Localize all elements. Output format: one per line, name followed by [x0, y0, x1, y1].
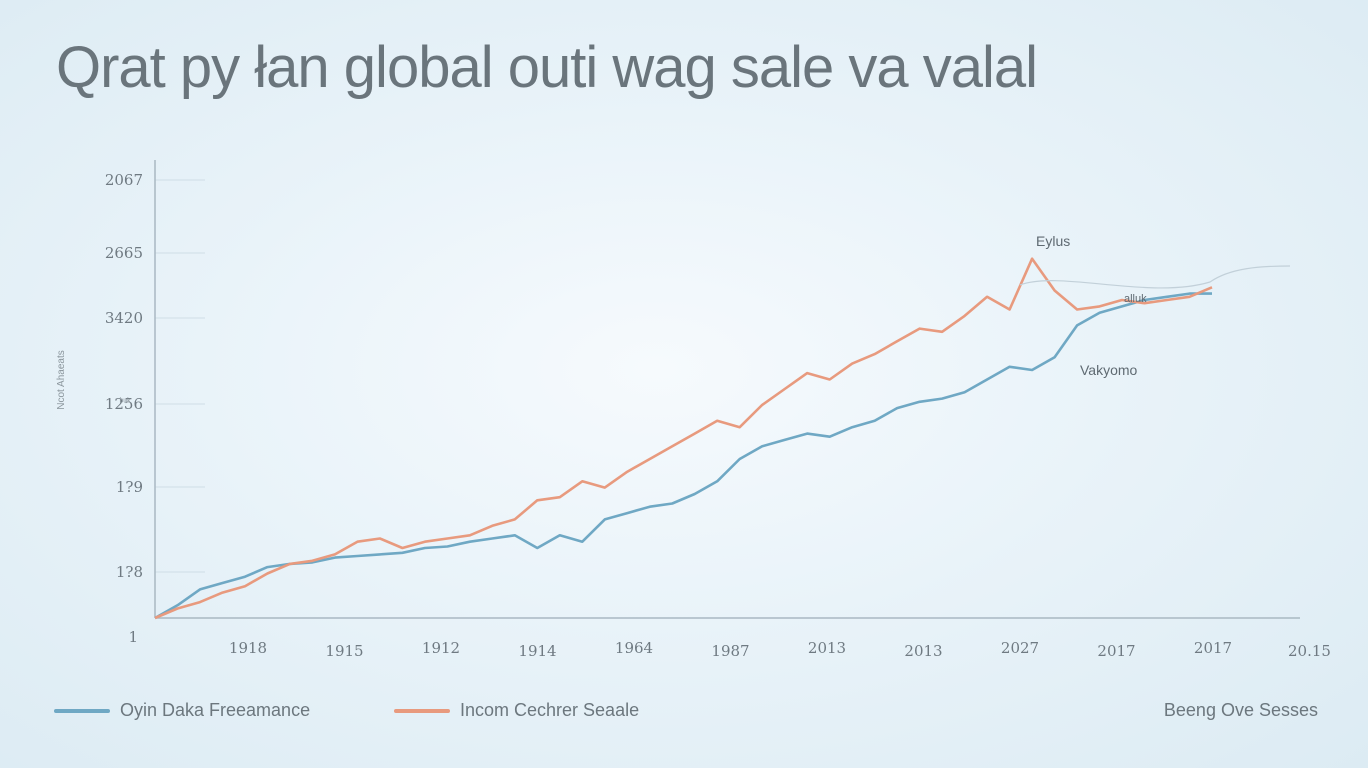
x-tick-label: 1987 [711, 642, 749, 660]
series-line-blue [154, 292, 1212, 620]
series-line-orange [154, 257, 1213, 620]
y-tick-label: 1256 [105, 395, 143, 413]
y-tick-label: 3420 [105, 309, 143, 327]
x-tick-label: 1914 [518, 642, 556, 660]
annotation-connector [1019, 265, 1291, 289]
x-tick-label: 2013 [904, 642, 942, 660]
annotation-vakyomo: Vakyomo [1080, 362, 1138, 378]
legend-swatch-blue [54, 708, 110, 713]
chart-title: Qrat py łan global outi wag sale va vala… [56, 35, 1038, 100]
y-tick-label: 2665 [105, 244, 143, 262]
legend-label-orange: Incom Cechrer Seaale [460, 700, 640, 720]
x-tick-label: 2027 [1001, 639, 1039, 657]
x-tick-label: 1912 [422, 639, 460, 657]
y-tick-label: 1?8 [116, 563, 143, 581]
series-layer [154, 257, 1213, 620]
legend-label-blue: Oyin Daka Freeamance [120, 700, 311, 720]
x-tick-label: 20.15 [1288, 642, 1331, 660]
y-tick-label: 1 [128, 628, 138, 646]
x-tick-label: 2017 [1194, 639, 1232, 657]
y-axis-sublabel: ᵇᵘᵏ [120, 397, 132, 408]
y-axis-ticks: 2067 2665 3420 1256 1?9 1?8 1 [105, 171, 205, 646]
x-tick-label: 1918 [229, 639, 267, 657]
y-tick-label: 2067 [105, 171, 143, 189]
legend-item-orange: Incom Cechrer Seaale [394, 700, 639, 721]
annotation-eylus: Eylus [1036, 233, 1070, 249]
x-tick-label: 1964 [615, 639, 653, 657]
x-tick-label: 2013 [808, 639, 846, 657]
legend-swatch-orange [394, 708, 450, 713]
x-tick-label: 1915 [325, 642, 363, 660]
y-axis-label: Ncot Ahaeats [56, 350, 67, 409]
annotation-alluk: alluk [1124, 293, 1147, 305]
corner-caption: Beeng Ove Sesses [1163, 700, 1318, 720]
y-tick-label: 1?9 [116, 478, 143, 496]
x-axis-ticks: 1918 1915 1912 1914 1964 1987 2013 2013 2027 2017… [229, 639, 1331, 660]
legend-item-blue: Oyin Daka Freeamance [54, 700, 310, 721]
x-tick-label: 2017 [1097, 642, 1135, 660]
